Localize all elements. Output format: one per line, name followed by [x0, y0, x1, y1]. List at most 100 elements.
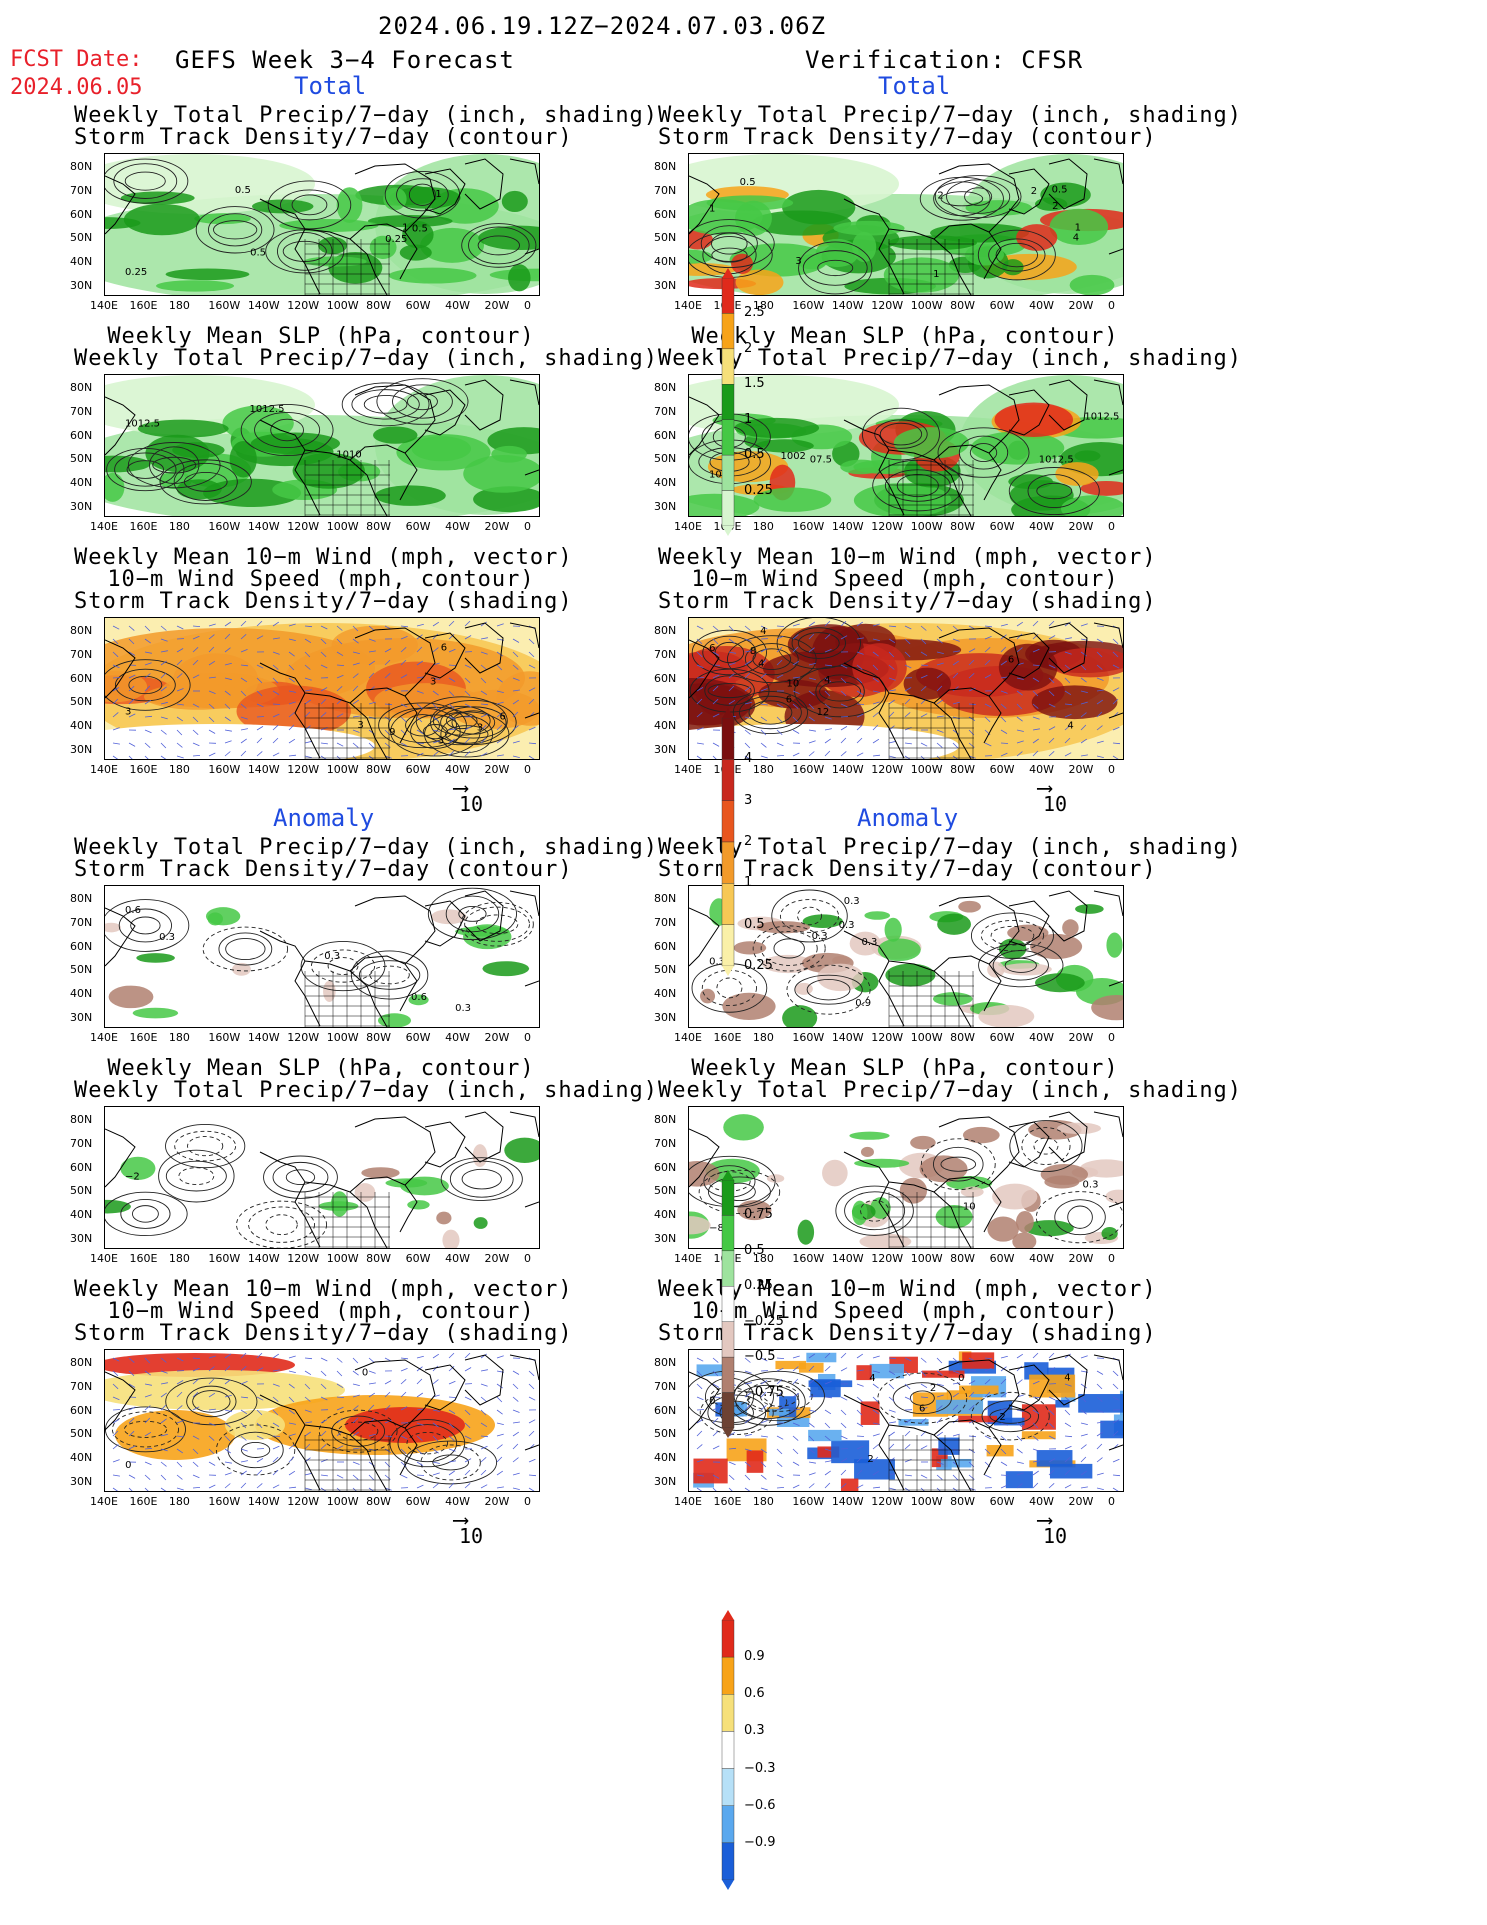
fcst-date-label: FCST Date: [10, 47, 143, 72]
lon-label: 80W [950, 1252, 976, 1265]
left-column-heading: GEFS Week 3−4 Forecast [175, 46, 515, 74]
contour-label: 1012.5 [125, 418, 160, 429]
lon-label: 140W [831, 1495, 864, 1508]
lon-label: 120W [287, 520, 320, 533]
contour-label: 0.6 [411, 992, 427, 1003]
lon-label: 80W [366, 1031, 392, 1044]
lon-label: 80W [366, 299, 392, 312]
contour-label: 0 [958, 1373, 964, 1384]
colorbar-storm_anom [721, 1610, 735, 1890]
lon-label: 80W [950, 763, 976, 776]
contour-label: 1002 [780, 451, 805, 462]
lon-label: 160E [129, 1495, 158, 1508]
lon-label: 180 [168, 763, 190, 776]
lat-label: 50N [70, 695, 93, 709]
fcst-date-value: 2024.06.05 [10, 75, 143, 100]
panel-title-line: Storm Track Density/7−day (contour) [74, 857, 573, 882]
lat-label: 60N [70, 671, 93, 685]
lon-label: 20W [1068, 1031, 1094, 1044]
lat-label: 30N [654, 1232, 677, 1245]
colorbar-label: 4 [744, 751, 753, 767]
lon-label: 100W [326, 299, 359, 312]
lon-label: 20W [484, 1495, 510, 1508]
contour-label: 0.3 [862, 937, 878, 948]
lat-label: 60N [70, 207, 93, 221]
lon-label: 20W [1068, 1252, 1094, 1265]
lon-label: 160W [208, 1031, 241, 1044]
colorbar-swatch [721, 1656, 735, 1695]
contour-label: 10 [787, 679, 800, 690]
panel-title-line: Weekly Total Precip/7−day (inch, shading… [74, 1078, 659, 1103]
contour-label: 4 [1073, 233, 1079, 244]
right-column-heading: Verification: CFSR [805, 46, 1084, 74]
lon-label: 140E [674, 1252, 702, 1265]
lon-label: 40W [1029, 1252, 1054, 1265]
lon-label: 20W [1068, 763, 1094, 776]
colorbar-label: 0.6 [744, 1686, 765, 1702]
lon-label: 120W [287, 1031, 320, 1044]
lat-label: 40N [654, 987, 677, 1001]
lon-label: 120W [871, 1252, 904, 1265]
contour-label: 3 [125, 707, 131, 718]
colorbar-label: 0.75 [744, 1207, 773, 1223]
lon-label: 100W [326, 1031, 359, 1044]
lon-label: 100W [910, 763, 943, 776]
colorbar-swatch [721, 1842, 735, 1881]
lon-label: 140E [90, 1031, 118, 1044]
contour-label: 07.5 [810, 454, 832, 465]
colorbar-swatch [721, 1392, 735, 1429]
map-canvas: 6 4 6 4 4 10 4 12 8 6 [689, 618, 1123, 759]
lat-label: 70N [654, 183, 677, 197]
lon-label: 180 [752, 763, 774, 776]
lon-label: 140W [831, 299, 864, 312]
map-panel: 1012.5 1010 1012.5 [104, 374, 540, 517]
colorbar-swatch [721, 1356, 735, 1393]
lat-label: 50N [654, 231, 677, 245]
colorbar-swatch [721, 1731, 735, 1769]
colorbar-swatch [721, 924, 735, 967]
vector-reference-value: 10 [459, 792, 484, 816]
lon-label: 180 [168, 299, 190, 312]
contour-label: 4 [1067, 720, 1073, 731]
contour-label: 1010 [336, 449, 361, 460]
period-title: 2024.06.19.12Z−2024.07.03.06Z [378, 12, 827, 40]
lon-label: 100W [910, 1252, 943, 1265]
lon-label: 140E [90, 520, 118, 533]
lat-label: 50N [70, 963, 93, 977]
panel-title-line: Weekly Total Precip/7−day (inch, shading… [74, 103, 659, 128]
lon-label: 140W [247, 1495, 280, 1508]
lat-label: 40N [654, 1208, 677, 1222]
colorbar-label: −0.75 [744, 1384, 784, 1400]
colorbar-label: 0.9 [744, 1649, 765, 1665]
contour-label: 0.3 [324, 951, 340, 962]
contour-label: 0.25 [125, 267, 147, 278]
lon-label: 140W [247, 299, 280, 312]
lon-label: 160W [208, 763, 241, 776]
lat-label: 60N [654, 207, 677, 221]
contour-label: 1 [402, 222, 408, 233]
lon-label: 40W [1029, 1495, 1054, 1508]
lon-label: 120W [287, 763, 320, 776]
map-panel: 3 3 3 3 6 6 3 9 [104, 617, 540, 760]
lon-label: 60W [405, 1495, 431, 1508]
lon-label: 120W [287, 1252, 320, 1265]
lon-label: 20W [1068, 299, 1094, 312]
contour-label: 0.5 [740, 177, 756, 188]
contour-label: 1 [933, 269, 939, 280]
contour-label: 1 [435, 189, 441, 200]
colorbar-swatch [721, 1286, 735, 1322]
map-panel: −2 [104, 1106, 540, 1249]
lat-label: 80N [654, 624, 677, 637]
vector-reference-arrow: ⟶ [1038, 1508, 1052, 1533]
lon-label: 140E [90, 1252, 118, 1265]
lat-label: 30N [70, 1475, 93, 1488]
contour-label: 6 [709, 643, 715, 654]
lon-label: 20W [484, 520, 510, 533]
colorbar-swatch [721, 313, 735, 350]
contour-label: 0.3 [709, 956, 725, 967]
map-canvas: 1012.5 1010 1012.5 [105, 375, 539, 516]
lon-label: 20W [484, 299, 510, 312]
lon-label: 20W [1068, 520, 1094, 533]
lon-label: 100W [326, 1252, 359, 1265]
